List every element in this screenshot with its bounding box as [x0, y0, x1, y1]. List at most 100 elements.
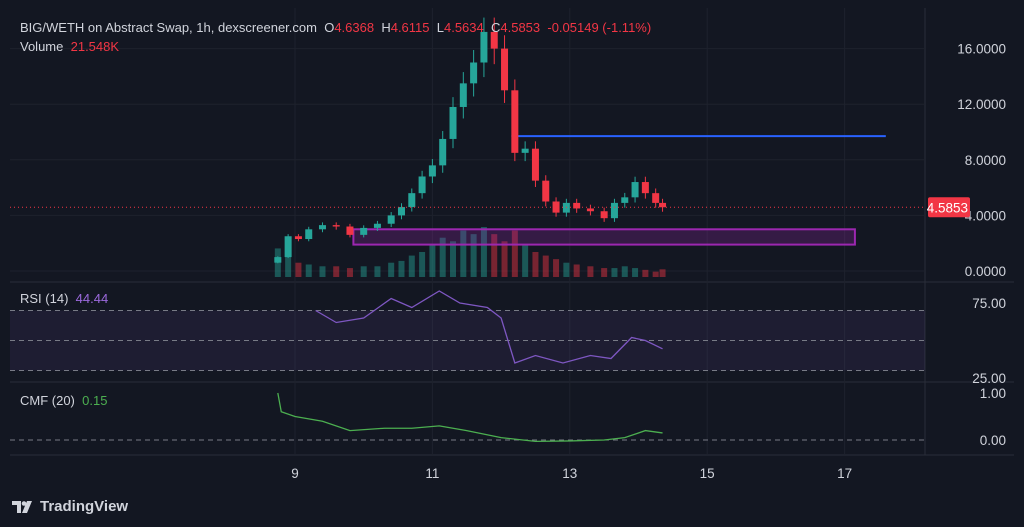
candle-body — [521, 148, 529, 153]
x-tick-label: 17 — [837, 466, 852, 481]
cmf-tick-label: 1.00 — [980, 386, 1006, 401]
rsi-line — [315, 290, 663, 364]
volume-bar — [553, 259, 560, 277]
volume-bar — [429, 244, 436, 277]
candle-body — [652, 193, 660, 203]
candle-body — [600, 211, 608, 219]
volume-bar — [333, 266, 340, 277]
candle-body — [490, 31, 498, 49]
open-label: O — [324, 20, 335, 35]
candle-body — [397, 207, 405, 216]
high-label: H — [381, 20, 391, 35]
x-tick-label: 9 — [291, 466, 299, 481]
change-value: -0.05149 (-1.11%) — [547, 20, 652, 35]
volume-bar — [601, 268, 608, 277]
volume-bar — [611, 268, 618, 277]
candle-body — [305, 229, 313, 240]
candle-body — [439, 138, 447, 166]
volume-bar — [388, 262, 395, 277]
volume-bar — [491, 234, 498, 277]
rsi-label: RSI (14) — [20, 291, 69, 306]
volume-bar — [621, 266, 628, 277]
support-zone — [352, 228, 856, 246]
candle-body — [274, 257, 282, 263]
last-price-tag — [928, 197, 970, 218]
candle-body — [610, 202, 618, 219]
x-tick-label: 11 — [425, 466, 439, 481]
volume-bar — [563, 262, 570, 277]
price-tick-label: 0.0000 — [965, 264, 1006, 279]
volume-bar — [480, 227, 487, 277]
volume-bar — [439, 237, 446, 277]
volume-bar — [542, 255, 549, 277]
candle-body — [659, 202, 667, 208]
candle-body — [470, 62, 478, 84]
price-tick-label: 8.0000 — [965, 153, 1006, 168]
candle-body — [501, 48, 509, 91]
x-tick-label: 13 — [562, 466, 577, 481]
volume-bar — [346, 268, 353, 277]
low-label: L — [436, 20, 444, 35]
volume-bar — [522, 244, 529, 277]
cmf-value: 0.15 — [82, 393, 108, 408]
price-tick-label: 16.0000 — [957, 42, 1006, 57]
volume-bar — [295, 262, 302, 277]
volume-bar — [573, 264, 580, 277]
candle-body — [511, 90, 519, 153]
open-value: 4.6368 — [334, 20, 375, 35]
candle-body — [480, 31, 488, 63]
volume-bar — [642, 269, 649, 277]
cmf-line — [277, 392, 663, 443]
volume-bar — [305, 264, 312, 277]
candle-body — [573, 202, 581, 209]
rsi-value: 44.44 — [75, 291, 109, 306]
candle-body — [408, 193, 416, 208]
candle-body — [552, 201, 560, 213]
volume-bar — [652, 271, 659, 277]
candle-body — [373, 223, 381, 228]
symbol-title: BIG/WETH on Abstract Swap, 1h, dexscreen… — [20, 20, 317, 35]
rsi-band — [10, 310, 925, 371]
volume-bar — [470, 234, 477, 277]
candle-body — [586, 208, 594, 212]
watermark-text: TradingView — [40, 498, 129, 515]
volume-value: 21.548K — [70, 39, 120, 54]
volume-bar — [460, 230, 467, 277]
chart-legend: BIG/WETH on Abstract Swap, 1h, dexscreen… — [20, 20, 651, 35]
candle-body — [631, 182, 639, 198]
volume-bar — [501, 241, 508, 277]
cmf-tick-label: 0.00 — [980, 433, 1006, 448]
rsi-tick-label: 25.00 — [972, 371, 1006, 386]
candle-body — [621, 197, 629, 203]
high-value: 4.6115 — [390, 20, 430, 35]
close-value: 4.5853 — [500, 20, 541, 35]
volume-bar — [419, 252, 426, 277]
candle-body — [332, 225, 340, 227]
rsi-tick-label: 75.00 — [972, 296, 1006, 311]
cmf-label: CMF (20) — [20, 393, 75, 408]
candle-body — [284, 236, 292, 258]
candle-body — [360, 227, 368, 235]
volume-bar — [285, 255, 292, 277]
volume-bar — [398, 260, 405, 277]
volume-bar — [450, 241, 457, 277]
volume-legend: Volume 21.548K — [20, 39, 119, 54]
candle-body — [641, 182, 649, 194]
volume-bar — [587, 266, 594, 277]
volume-bar — [374, 266, 381, 277]
volume-bar — [659, 269, 666, 277]
candle-body — [428, 165, 436, 177]
low-value: 4.5634 — [443, 20, 484, 35]
volume-bar — [319, 266, 326, 277]
price-tick-label: 12.0000 — [957, 97, 1006, 112]
tradingview-logo-icon — [12, 500, 32, 513]
candle-body — [294, 236, 302, 240]
volume-bar — [632, 268, 639, 277]
close-label: C — [490, 20, 501, 35]
candle-body — [459, 83, 467, 107]
volume-bar — [408, 255, 415, 277]
volume-label: Volume — [20, 39, 64, 54]
last-price-label: 4.5853 — [927, 200, 968, 215]
price-tick-label: 4.0000 — [965, 208, 1006, 223]
